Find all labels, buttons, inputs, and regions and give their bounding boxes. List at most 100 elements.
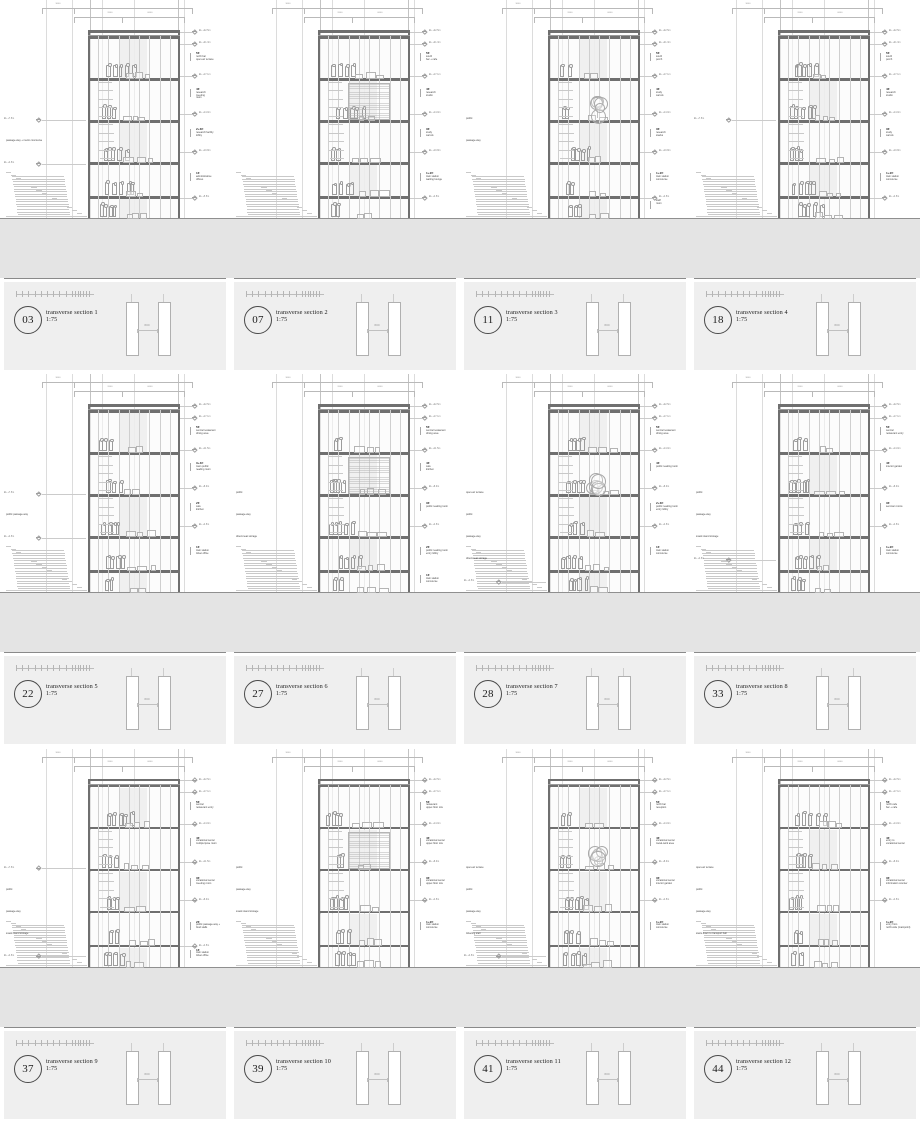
title-block: [03 transverse section 1 1:75 8000 — [4, 278, 226, 370]
furniture — [814, 211, 823, 219]
key-plan-cut-line — [393, 1042, 394, 1051]
elevation-tick — [422, 111, 426, 115]
key-plan-block-left — [356, 1050, 369, 1105]
key-plan-block-right — [848, 302, 861, 356]
key-plan: 8000 — [124, 294, 182, 356]
dimension-value: 3000 — [285, 751, 291, 754]
grid-line — [276, 374, 277, 653]
storey-shading — [579, 413, 607, 453]
grid-line — [414, 748, 415, 1027]
level-number: 3F — [656, 875, 660, 880]
furniture — [827, 821, 837, 828]
mullion — [788, 410, 790, 593]
elevation-marker: EL +22.5m — [429, 404, 441, 407]
room-label: passage-way — [6, 909, 21, 913]
furniture — [831, 961, 838, 968]
dimension-value: 3000 — [55, 751, 61, 754]
storey-shading — [809, 455, 837, 495]
elevation-tick — [422, 195, 426, 199]
elevation-tick — [192, 778, 196, 782]
mullion — [149, 784, 151, 967]
floor-slab — [318, 162, 410, 165]
level-program-label: 2+3F public reading room entry lobby — [656, 502, 678, 511]
floor-slab — [548, 826, 640, 830]
section-wall-left — [318, 778, 320, 967]
level-program-label: 3F public reading room — [426, 502, 448, 509]
elevation-marker: EL +22.5m — [659, 404, 671, 407]
level-tick — [190, 547, 191, 556]
level-program-text: train station concourse — [426, 576, 439, 583]
storey-shading — [119, 413, 147, 453]
section-scale: 1:75 — [46, 317, 58, 323]
level-tick — [880, 801, 881, 810]
elevation-tick — [496, 954, 500, 958]
key-plan-dimension — [137, 329, 158, 333]
furniture — [133, 116, 139, 121]
elevation-marker: EL +22.5m — [429, 30, 441, 32]
elevation-tick — [652, 73, 656, 77]
elevation-tick — [422, 898, 426, 902]
level-tick — [880, 129, 881, 137]
stair — [472, 550, 530, 589]
room-label: open-air terrace — [466, 865, 484, 869]
elevation-marker: EL +4.5m — [199, 524, 210, 527]
level-program-text: staff room — [656, 199, 662, 205]
mullion — [389, 410, 391, 593]
floor-slab — [548, 536, 640, 539]
floor-slab — [778, 910, 870, 914]
section-wall-left — [318, 30, 320, 218]
elevation-marker: EL +22.5m — [889, 30, 901, 32]
dimension-value: 6000 — [607, 386, 613, 389]
key-plan-cut-line — [163, 294, 164, 302]
graphic-scale-bar: [ — [246, 664, 324, 672]
furniture — [824, 589, 831, 594]
elevation-tick — [882, 111, 886, 115]
section-scale: 1:75 — [736, 691, 748, 698]
grid-line — [644, 374, 645, 653]
elevation-marker: EL +14.0m — [659, 822, 671, 825]
floor-slab — [778, 494, 870, 497]
level-tick — [650, 547, 651, 556]
level-program-label: 1+2F train station concourse — [656, 171, 669, 181]
furniture — [599, 212, 609, 219]
level-number: 3+4F — [196, 461, 204, 466]
furniture — [831, 863, 839, 870]
storey-volume — [90, 829, 178, 869]
level-number: 4F — [196, 87, 200, 91]
room-label: passage-way — [236, 513, 251, 517]
key-plan-dimension-value: 8000 — [144, 1072, 150, 1076]
level-program-label: 1+2F train station waiting lounge — [426, 171, 442, 181]
mullion — [849, 784, 851, 967]
furniture — [134, 71, 144, 79]
floor-slab — [318, 78, 410, 81]
elevation-tick — [882, 73, 886, 77]
grid-line — [532, 0, 533, 278]
grid-line — [414, 374, 415, 653]
level-number: 4F — [886, 87, 890, 91]
key-plan-cut-line — [361, 1042, 362, 1051]
mullion — [98, 36, 100, 218]
elevation-tick — [652, 403, 656, 407]
floor-slab — [318, 784, 410, 788]
elevation-marker: EL +4.5m — [889, 898, 900, 901]
building-section — [548, 778, 640, 967]
level-tick — [190, 427, 191, 436]
furniture — [588, 190, 596, 197]
section-number-disc: 22 — [14, 680, 42, 709]
building-section — [88, 30, 180, 218]
key-plan-cut-line — [853, 668, 854, 677]
elevation-tick — [192, 860, 196, 864]
mullion — [159, 36, 161, 218]
level-program-label: 1F train station concourse — [656, 546, 669, 555]
section-wall-left — [778, 30, 780, 218]
level-tick — [650, 53, 651, 61]
storey-volume — [780, 413, 868, 453]
elevation-marker: EL +11.5m — [199, 860, 211, 863]
mullion — [108, 784, 110, 967]
section-wall-right — [178, 30, 180, 218]
level-program-label: 1F train station ticket office — [196, 546, 209, 555]
elevation-marker: EL +17.1m — [659, 74, 671, 76]
key-plan-block-left — [586, 676, 599, 731]
elevation-tick — [422, 523, 426, 527]
elevation-marker: EL +14.0m — [889, 112, 901, 114]
